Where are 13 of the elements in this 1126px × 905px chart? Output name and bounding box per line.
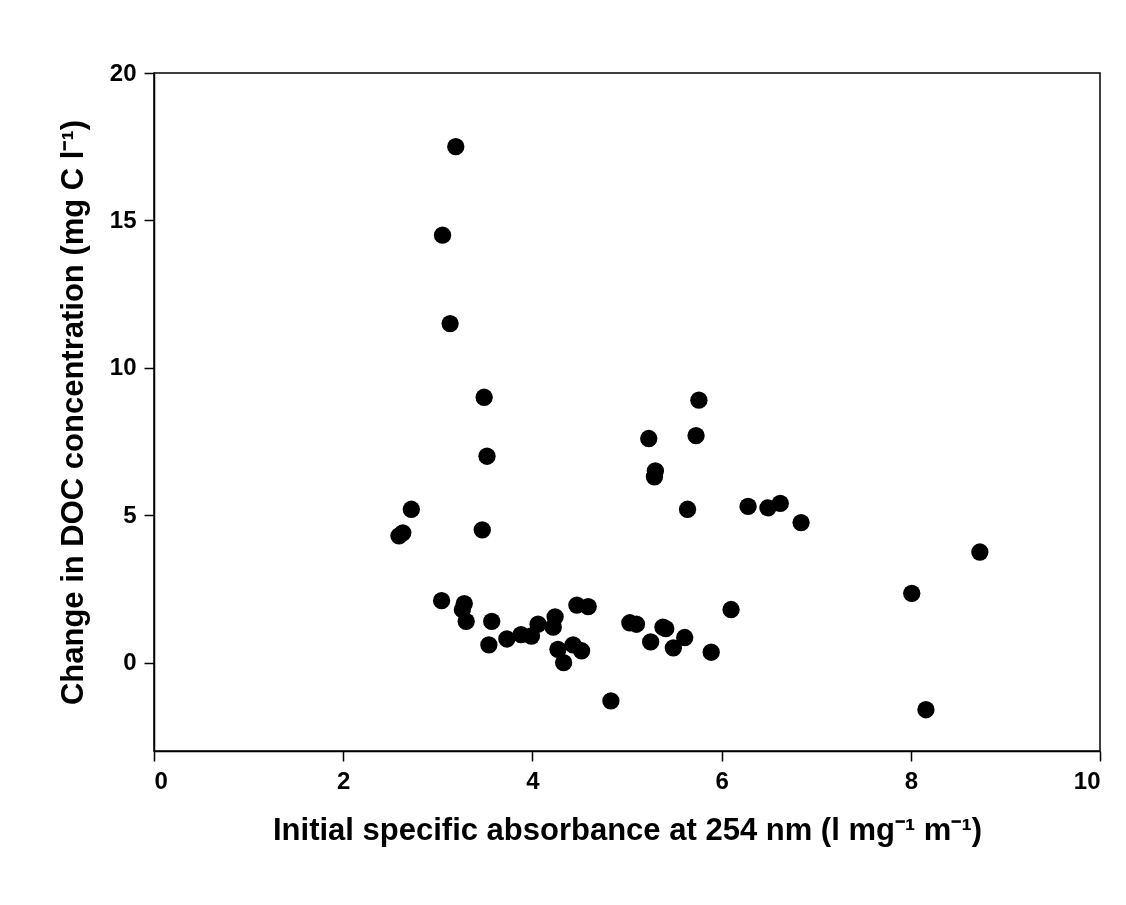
- x-tick-label: 8: [904, 766, 918, 794]
- x-tick-label: 0: [154, 766, 168, 794]
- y-axis-title: Change in DOC concentration (mg C l⁻¹): [54, 119, 90, 706]
- y-tick-label: 0: [123, 648, 137, 676]
- y-tick-label: 10: [109, 353, 137, 381]
- x-axis-title: Initial specific absorbance at 254 nm (l mg⁻¹ m⁻¹): [272, 811, 983, 847]
- x-tick-label: 6: [715, 766, 729, 794]
- x-tick-label: 10: [1073, 766, 1101, 794]
- y-tick-label: 15: [109, 205, 137, 233]
- x-tick-label: 2: [337, 766, 351, 794]
- y-tick-label: 5: [123, 500, 137, 528]
- y-tick-label: 20: [109, 58, 137, 86]
- x-tick-label: 4: [526, 766, 541, 794]
